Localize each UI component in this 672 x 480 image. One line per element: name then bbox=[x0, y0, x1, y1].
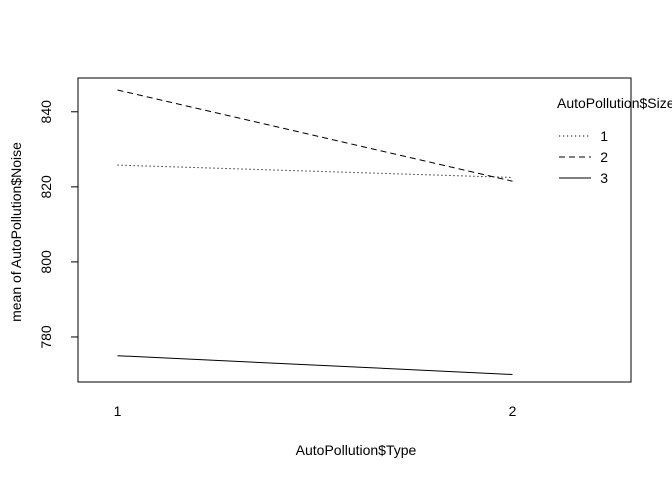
legend-label-2: 2 bbox=[600, 149, 608, 165]
x-axis-label: AutoPollution$Type bbox=[296, 442, 417, 458]
y-tick-label: 780 bbox=[38, 325, 54, 349]
series-line-2 bbox=[117, 89, 513, 182]
x-tick-label: 1 bbox=[114, 403, 122, 419]
plot-frame bbox=[77, 77, 632, 383]
y-tick-label: 840 bbox=[38, 100, 54, 124]
legend-label-1: 1 bbox=[600, 128, 608, 144]
y-tick-label: 820 bbox=[38, 175, 54, 199]
series-line-1 bbox=[117, 164, 513, 178]
y-tick-label: 800 bbox=[38, 250, 54, 274]
y-axis: 780 800 820 840 bbox=[38, 100, 79, 349]
series-lines bbox=[117, 89, 513, 375]
legend: AutoPollution$Size 1 2 3 bbox=[557, 95, 672, 186]
legend-title: AutoPollution$Size bbox=[557, 95, 672, 111]
legend-label-3: 3 bbox=[600, 170, 608, 186]
y-axis-label: mean of AutoPollution$Noise bbox=[8, 142, 24, 322]
series-line-3 bbox=[117, 355, 513, 375]
x-tick-label: 2 bbox=[509, 403, 517, 419]
